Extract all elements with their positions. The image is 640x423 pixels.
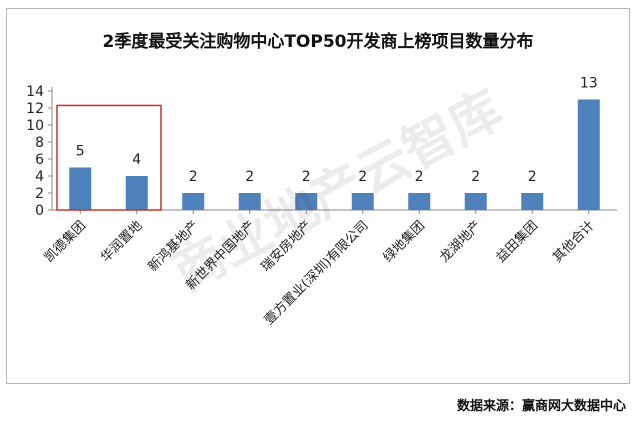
bar (69, 167, 92, 210)
highlight-box (56, 104, 162, 211)
bar (577, 99, 600, 210)
x-tick-label: 益田集团 (493, 218, 541, 266)
x-tick-label: 龙湖地产 (437, 218, 484, 265)
x-tick-label: 华润置地 (98, 218, 145, 265)
chart-title: 2季度最受关注购物中心TOP50开发商上榜项目数量分布 (102, 32, 534, 52)
y-tick-label: 4 (35, 169, 44, 185)
y-tick-label: 12 (26, 101, 44, 117)
x-tick-label: 凯德集团 (41, 218, 89, 266)
y-tick-label: 10 (26, 118, 44, 134)
y-tick-label: 0 (35, 203, 44, 219)
data-label: 2 (528, 169, 537, 185)
bar (351, 193, 374, 210)
data-label: 5 (76, 144, 85, 160)
y-tick-label: 6 (35, 152, 44, 168)
data-label: 2 (302, 169, 311, 185)
x-tick-label: 其他合计 (550, 218, 597, 265)
y-tick-label: 14 (26, 84, 44, 100)
bar (125, 176, 148, 210)
data-label: 2 (189, 169, 198, 185)
data-label: 2 (358, 169, 367, 185)
bar (238, 193, 261, 210)
x-tick-label: 绿地集团 (380, 218, 428, 266)
data-label: 2 (471, 169, 480, 185)
chart-frame: 2季度最受关注购物中心TOP50开发商上榜项目数量分布 0 2 4 6 8 10 12 14 5… (6, 8, 630, 384)
bar (295, 193, 318, 210)
y-tick-label: 8 (35, 135, 44, 151)
data-source-note: 数据来源：赢商网大数据中心 (456, 399, 626, 414)
bar (521, 193, 544, 210)
y-tick-label: 2 (35, 186, 44, 202)
bar (182, 193, 205, 210)
data-label: 2 (245, 169, 254, 185)
data-label: 13 (580, 76, 598, 92)
data-label: 2 (415, 169, 424, 185)
data-label: 4 (132, 152, 141, 168)
bar (408, 193, 431, 210)
bar (464, 193, 487, 210)
bar-chart-plot: 024681012145凯德集团4华润置地2新鸿基地产2新世界中国地产2瑞安房地… (26, 76, 617, 328)
